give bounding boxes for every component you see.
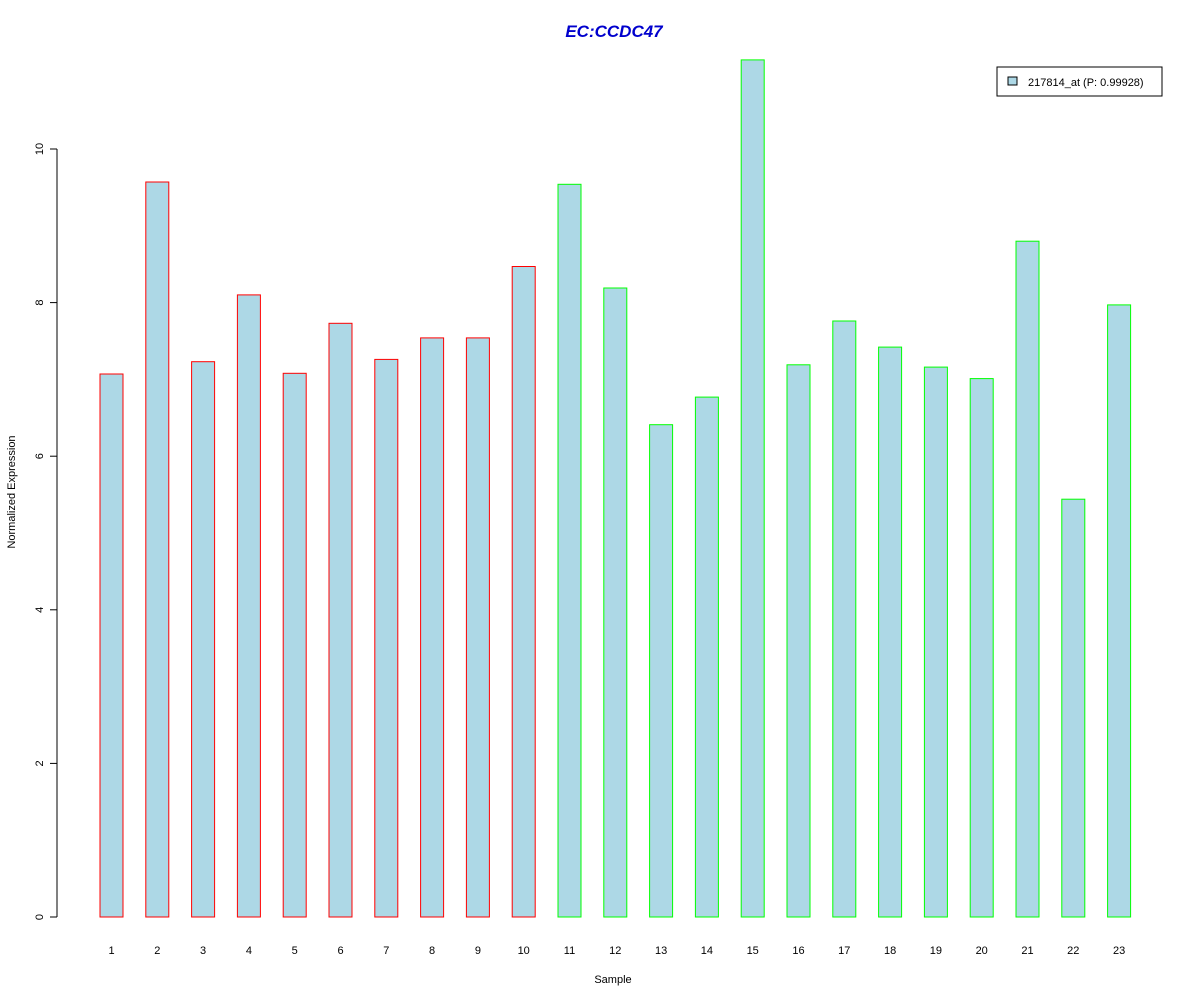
bar-sample-1 xyxy=(99,373,124,918)
y-tick-label: 8 xyxy=(34,300,46,306)
x-tick-labels: 1 2 3 4 5 6 7 8 9 10 11 12 13 14 15 16 17 18 19 20 21 22 23 xyxy=(108,945,1125,957)
bar-sample-22 xyxy=(1061,498,1086,918)
bar-sample-8 xyxy=(420,337,445,918)
x-tick-label: 2 xyxy=(154,945,160,957)
chart-title: EC:CCDC47 xyxy=(565,22,664,41)
x-tick-label: 12 xyxy=(609,945,621,957)
bar-sample-10 xyxy=(511,266,536,918)
x-tick-label: 9 xyxy=(475,945,481,957)
bar-sample-20 xyxy=(969,378,994,918)
y-axis: 0 2 4 6 8 10 xyxy=(34,143,58,920)
bar-sample-3 xyxy=(191,361,216,918)
x-tick-label: 3 xyxy=(200,945,206,957)
bar-sample-2 xyxy=(145,181,170,918)
bar-sample-5 xyxy=(282,372,307,918)
x-tick-label: 18 xyxy=(884,945,896,957)
bar-sample-17 xyxy=(832,320,857,918)
x-tick-label: 22 xyxy=(1067,945,1079,957)
x-axis-label: Sample xyxy=(594,974,631,986)
x-tick-label: 8 xyxy=(429,945,435,957)
bar-sample-9 xyxy=(465,337,490,918)
x-tick-label: 15 xyxy=(747,945,759,957)
bar-sample-12 xyxy=(603,287,628,918)
y-tick-label: 4 xyxy=(34,607,46,613)
x-tick-label: 23 xyxy=(1113,945,1125,957)
y-tick-label: 6 xyxy=(34,453,46,459)
y-axis-label: Normalized Expression xyxy=(6,435,18,548)
legend: 217814_at (P: 0.99928) xyxy=(996,66,1163,97)
legend-label: 217814_at (P: 0.99928) xyxy=(1028,77,1144,89)
bar-sample-19 xyxy=(923,366,948,918)
x-tick-label: 1 xyxy=(108,945,114,957)
y-tick-label: 2 xyxy=(34,760,46,766)
x-tick-label: 5 xyxy=(292,945,298,957)
x-tick-label: 10 xyxy=(518,945,530,957)
legend-swatch xyxy=(1007,76,1018,86)
y-tick-label: 10 xyxy=(34,143,46,155)
x-tick-label: 4 xyxy=(246,945,252,957)
x-tick-label: 14 xyxy=(701,945,713,957)
y-tick-label: 0 xyxy=(34,914,46,920)
x-tick-label: 17 xyxy=(838,945,850,957)
bar-sample-13 xyxy=(649,424,674,918)
x-tick-label: 13 xyxy=(655,945,667,957)
x-tick-label: 16 xyxy=(792,945,804,957)
legend-box xyxy=(996,66,1163,97)
bars xyxy=(99,59,1132,918)
bar-sample-16 xyxy=(786,364,811,918)
bar-sample-23 xyxy=(1107,304,1132,918)
x-tick-label: 21 xyxy=(1021,945,1033,957)
x-tick-label: 19 xyxy=(930,945,942,957)
bar-sample-7 xyxy=(374,358,399,918)
bar-sample-15 xyxy=(740,59,765,918)
x-tick-label: 7 xyxy=(383,945,389,957)
bar-sample-11 xyxy=(557,183,582,918)
bar-sample-14 xyxy=(694,396,719,918)
bar-sample-6 xyxy=(328,322,353,918)
bar-sample-21 xyxy=(1015,240,1040,918)
x-tick-label: 11 xyxy=(564,945,575,957)
x-tick-label: 6 xyxy=(337,945,343,957)
bar-sample-18 xyxy=(878,346,903,918)
bar-sample-4 xyxy=(236,294,261,918)
x-tick-label: 20 xyxy=(976,945,988,957)
